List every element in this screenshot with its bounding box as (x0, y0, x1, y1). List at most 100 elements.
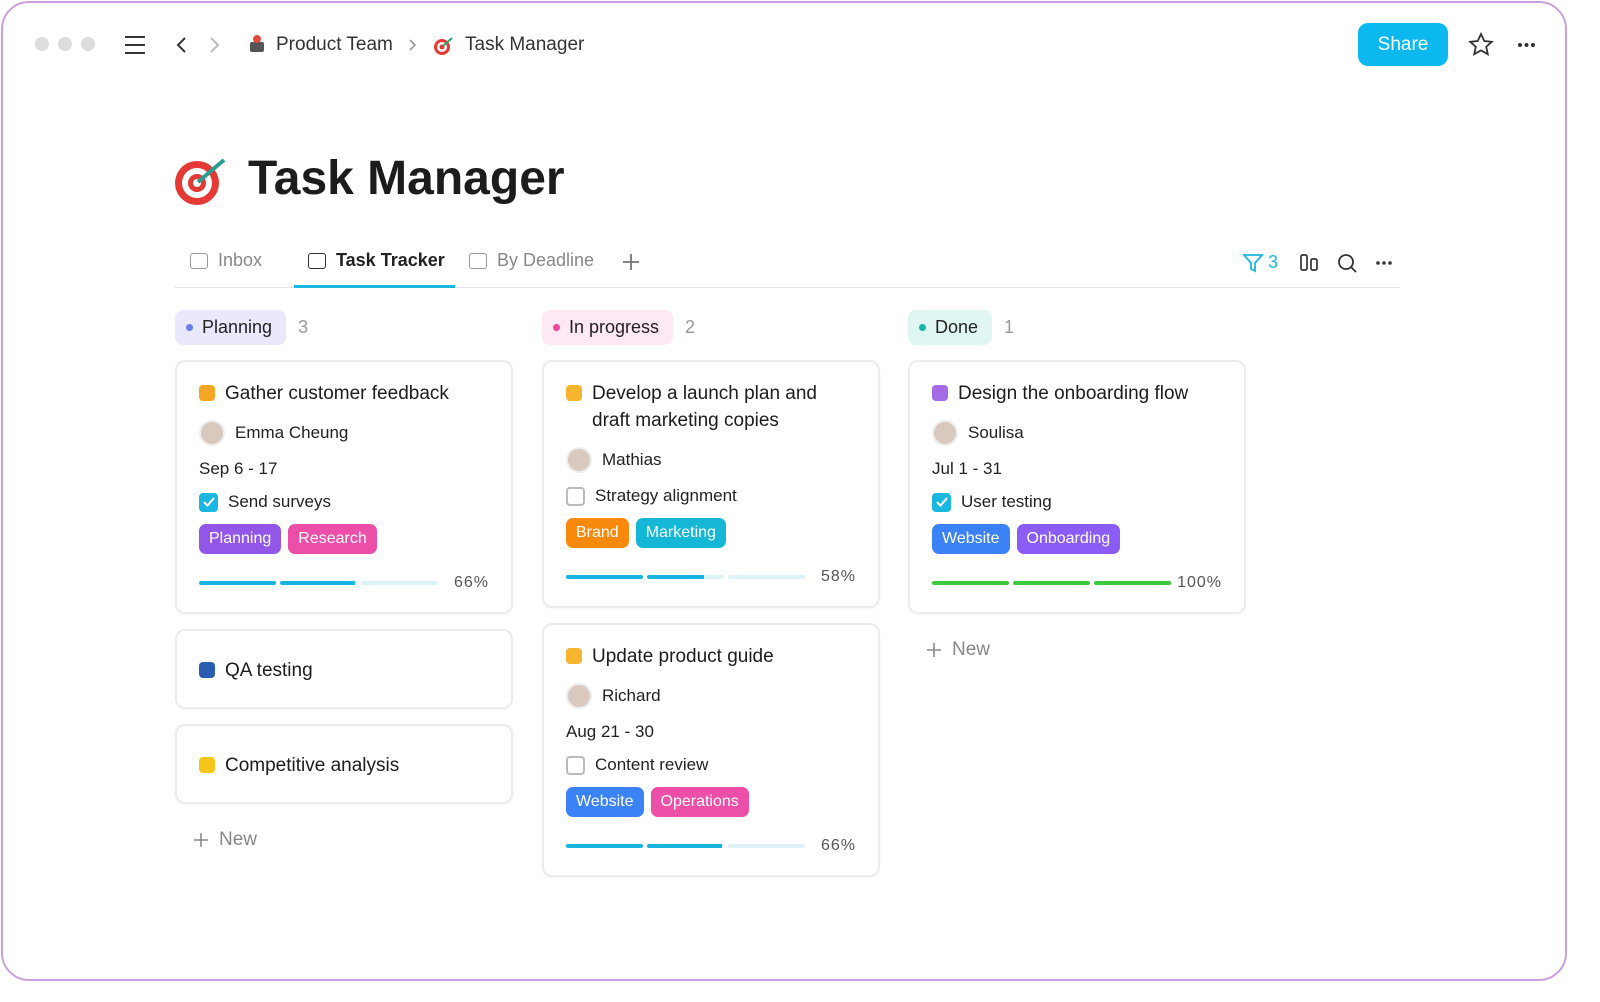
tag[interactable]: Operations (650, 787, 749, 817)
card-count: 3 (298, 317, 309, 337)
status-dot (186, 324, 193, 331)
task-card[interactable]: Gather customer feedback Emma Cheung Sep 6… (175, 360, 513, 614)
view-actions[interactable] (1299, 251, 1399, 275)
checkbox[interactable] (566, 486, 585, 506)
tags: Website Onboarding (932, 524, 1222, 554)
tag[interactable]: Marketing (635, 518, 726, 548)
tab[interactable]: Inbox (190, 250, 262, 271)
card-count: 1 (1004, 317, 1015, 337)
share-button[interactable]: Share (1358, 23, 1448, 66)
checklist-item: Strategy alignment (566, 486, 856, 506)
checkbox[interactable] (199, 492, 218, 512)
progress-fill (566, 575, 643, 579)
card-icon (566, 385, 582, 401)
column: Planning 3 Gather customer feedback Emma Ch… (175, 310, 513, 861)
top-actions[interactable] (1468, 32, 1548, 58)
assignee: Richard (566, 683, 856, 709)
tag[interactable]: Website (932, 524, 1010, 554)
new-label[interactable]: New (219, 829, 258, 850)
card-title-text: Develop a launch plan and draft marketin… (592, 383, 818, 431)
tab-label[interactable]: Task Tracker (336, 250, 445, 270)
new-label[interactable]: New (952, 639, 991, 660)
assignee-name: Richard (602, 686, 661, 705)
new-card[interactable]: New (908, 629, 1246, 671)
assignee: Mathias (566, 447, 856, 473)
card-title: Develop a launch plan and draft marketin… (566, 380, 856, 434)
breadcrumb-item[interactable]: Task Manager (465, 34, 585, 55)
card-title-text: Gather customer feedback (225, 383, 449, 404)
card-title: Design the onboarding flow (932, 380, 1222, 407)
tags: Planning Research (199, 524, 489, 554)
check (202, 497, 215, 507)
progress-fill (1013, 581, 1090, 585)
status-name: In progress (569, 317, 660, 337)
progress-fill (647, 575, 704, 579)
task-card[interactable]: Update product guide Richard Aug 21 - 30 Co… (542, 623, 880, 877)
progress-segment (280, 581, 357, 585)
tab-label[interactable]: Inbox (218, 250, 263, 270)
page-title: Task Manager (248, 152, 565, 205)
task-card[interactable]: Develop a launch plan and draft marketin… (542, 360, 880, 608)
tag[interactable]: Onboarding (1016, 524, 1121, 554)
tags: Website Operations (566, 787, 856, 817)
tab-label[interactable]: By Deadline (497, 250, 595, 270)
plus (194, 833, 208, 847)
progress-segment (728, 575, 805, 579)
tags: Brand Marketing (566, 518, 856, 548)
status-name: Planning (202, 317, 273, 337)
breadcrumb-item[interactable]: Product Team (276, 34, 393, 55)
card-title: Update product guide (566, 643, 856, 670)
page-icon (434, 37, 453, 55)
card-icon (932, 385, 948, 401)
progress-label: 66% (820, 837, 856, 854)
progress-fill (932, 581, 1009, 585)
dates: Jul 1 - 31 (932, 459, 1002, 478)
assignee-name: Soulisa (968, 423, 1024, 442)
card-count: 2 (685, 317, 696, 337)
check (935, 497, 948, 507)
active-tab-underline (294, 285, 455, 288)
nav-icons[interactable] (123, 33, 233, 57)
tab[interactable]: By Deadline (469, 250, 594, 271)
progress-segment (647, 844, 724, 848)
dates: Sep 6 - 17 (199, 459, 278, 478)
add-view[interactable] (621, 252, 641, 272)
checkbox[interactable] (566, 755, 585, 775)
card-title-text: Design the onboarding flow (958, 383, 1189, 404)
tab[interactable]: Task Tracker (308, 250, 445, 271)
filter-count[interactable]: 3 (1268, 252, 1279, 272)
assignee-name: Emma Cheung (235, 423, 349, 442)
plus (927, 643, 941, 657)
status-pill: Planning (175, 310, 287, 345)
tag[interactable]: Research (288, 524, 377, 554)
window: Product Team Task Manager Share Task Man… (1, 1, 1567, 981)
column-header: In progress 2 (542, 310, 880, 345)
progress-segment (199, 581, 276, 585)
card-icon (566, 648, 582, 664)
progress: 66% (199, 574, 489, 592)
progress-segment (361, 581, 438, 585)
progress-fill (1094, 581, 1171, 585)
title-icon (175, 158, 226, 205)
task-card[interactable]: Design the onboarding flow Soulisa Jul 1 -… (908, 360, 1246, 614)
tab-icon (469, 252, 487, 269)
window-controls (35, 37, 95, 51)
tag[interactable]: Brand (566, 518, 629, 548)
checkbox[interactable] (932, 492, 951, 512)
card-title-text: Update product guide (592, 646, 774, 667)
tag[interactable]: Website (566, 787, 644, 817)
checklist-item: Content review (566, 755, 856, 775)
new-card[interactable]: New (175, 819, 513, 861)
column-header: Planning 3 (175, 310, 513, 345)
tag[interactable]: Planning (199, 524, 282, 554)
checklist-label: Strategy alignment (595, 486, 737, 505)
task-card[interactable]: Competitive analysis (175, 724, 513, 804)
card-title-text: QA testing (225, 660, 313, 681)
breadcrumb-sep (409, 39, 417, 51)
progress-segment (1094, 581, 1171, 585)
avatar (566, 683, 592, 709)
task-card[interactable]: QA testing (175, 629, 513, 709)
card-icon (199, 757, 215, 773)
filter-icon[interactable] (1242, 252, 1264, 274)
